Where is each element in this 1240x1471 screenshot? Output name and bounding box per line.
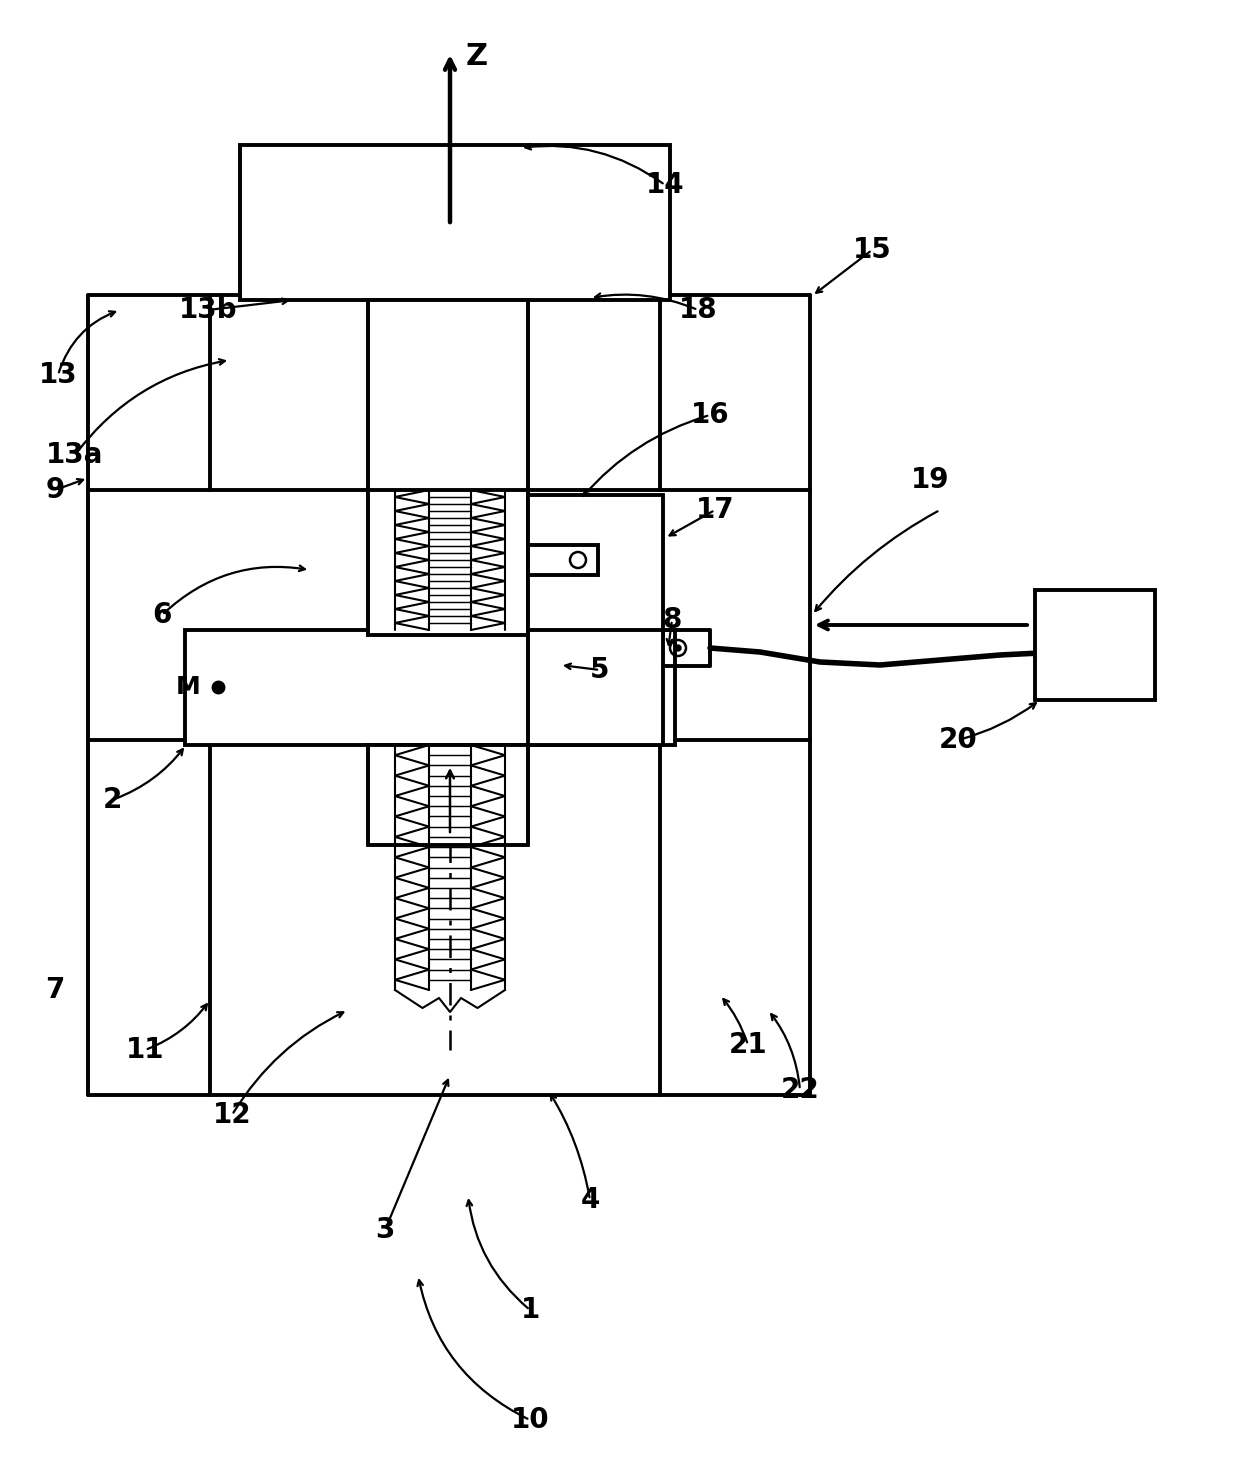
Text: 22: 22 [781,1075,820,1105]
Bar [528,496,663,635]
Text: 4: 4 [580,1186,600,1214]
Text: 9: 9 [46,477,64,505]
Text: 6: 6 [153,602,171,630]
Text: 8: 8 [662,606,682,634]
Bar [368,300,528,496]
Bar [528,544,598,575]
Text: M: M [175,675,200,699]
Bar [528,630,663,744]
Text: 12: 12 [213,1100,252,1130]
Text: 13b: 13b [179,296,237,324]
Text: 10: 10 [511,1406,549,1434]
Text: 14: 14 [646,171,684,199]
Bar [368,744,528,844]
Circle shape [675,644,681,652]
Text: 16: 16 [691,402,729,430]
Bar [241,146,670,300]
Text: 15: 15 [853,235,892,263]
Bar [1035,590,1154,700]
Text: 13: 13 [38,360,77,388]
Text: Z: Z [466,43,489,71]
Text: 1: 1 [521,1296,539,1324]
Text: 5: 5 [590,656,610,684]
Text: 21: 21 [729,1031,768,1059]
Text: 20: 20 [939,727,977,755]
Text: 3: 3 [376,1217,394,1244]
Text: 19: 19 [910,466,950,494]
Text: 2: 2 [103,786,122,813]
Text: 7: 7 [46,975,64,1005]
Bar [368,490,528,635]
Text: 11: 11 [125,1036,164,1064]
Text: 18: 18 [678,296,717,324]
Text: 17: 17 [696,496,734,524]
Text: 13a: 13a [46,441,104,469]
Bar [185,630,675,744]
